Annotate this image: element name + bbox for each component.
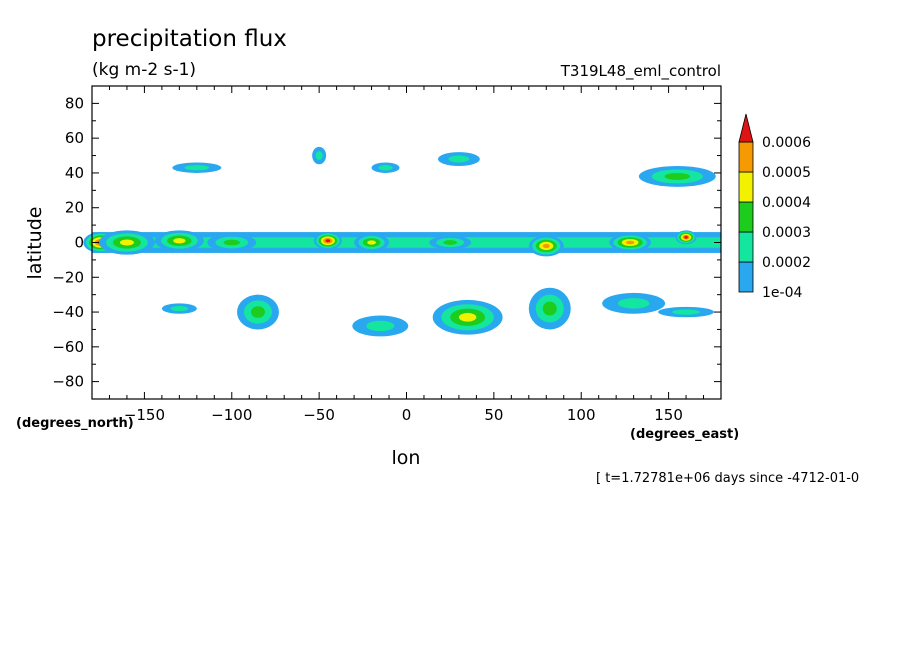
precip-feature-4-level-5 (325, 239, 331, 243)
colorbar-label: 0.0006 (762, 135, 811, 151)
chart-title: precipitation flux (92, 26, 287, 52)
precip-feature-2-level-3 (173, 238, 186, 244)
precip-feature-5-level-3 (367, 240, 376, 245)
y-tick-label: −80 (52, 373, 84, 391)
y-tick-label: 0 (74, 234, 84, 252)
precip-feature-6-level-2 (443, 240, 458, 245)
y-tick-label: −60 (52, 338, 84, 356)
plot-frame (91, 85, 722, 400)
precip-feature-11-level-1 (315, 151, 323, 160)
colorbar-label: 0.0002 (762, 255, 811, 271)
itcz-core (92, 237, 721, 248)
precip-feature-3-level-2 (223, 239, 240, 246)
x-axis-label: lon (392, 447, 421, 469)
x-tick-label: −100 (211, 406, 252, 424)
precip-feature-19-level-1 (617, 298, 650, 309)
precip-feature-13-level-1 (448, 155, 470, 163)
x-tick-label: 100 (567, 406, 596, 424)
precip-feature-9-level-5 (684, 235, 688, 239)
x-tick-label: −50 (303, 406, 335, 424)
y-tick-label: 40 (65, 164, 84, 182)
x-tick-label: 0 (402, 406, 412, 424)
time-note: [ t=1.72781e+06 days since -4712-01-0 (596, 471, 859, 486)
precip-feature-17-level-3 (458, 312, 477, 322)
colorbar-label: 1e-04 (762, 285, 802, 301)
y-units-label: (degrees_north) (16, 416, 134, 431)
precip-feature-18-level-2 (542, 301, 557, 316)
axis-ticks: −150 −100 −50 0 50 100 150 80 60 40 20 0 −20 −40 −60 −8… (52, 85, 721, 424)
y-axis-label: latitude (24, 207, 46, 280)
precip-feature-16-level-1 (366, 320, 395, 332)
colorbar-label: 0.0004 (762, 195, 811, 211)
colorbar-swatch-1 (738, 231, 754, 263)
x-tick-label: 150 (654, 406, 683, 424)
x-tick-label: −150 (124, 406, 165, 424)
colorbar-max-arrow (738, 113, 754, 143)
precip-feature-20-level-1 (170, 305, 189, 312)
precip-feature-14-level-2 (664, 172, 691, 180)
colorbar-label: 0.0003 (762, 225, 811, 241)
precip-feature-10-level-1 (184, 165, 210, 171)
colorbar-swatch-0 (738, 261, 754, 293)
precip-feature-8-level-4 (625, 240, 635, 245)
precip-feature-15-level-2 (250, 306, 265, 318)
colorbar-swatch-2 (738, 201, 754, 233)
precip-feature-1-level-3 (119, 239, 134, 246)
precipitation-field (83, 146, 721, 337)
y-tick-label: 60 (65, 129, 84, 147)
x-units-label: (degrees_east) (630, 427, 739, 442)
precip-feature-12-level-1 (378, 165, 393, 171)
colorbar: 0.0006 0.0005 0.0004 0.0003 0.0002 1e-04 (738, 113, 811, 301)
chart-units-subtitle: (kg m-2 s-1) (92, 60, 196, 80)
colorbar-swatch-3 (738, 171, 754, 203)
dataset-label: T319L48_eml_control (560, 62, 721, 81)
y-tick-label: 80 (65, 94, 84, 112)
colorbar-swatch-4 (738, 141, 754, 173)
precip-feature-21-level-1 (672, 309, 701, 315)
colorbar-label: 0.0005 (762, 165, 811, 181)
y-tick-label: 20 (65, 199, 84, 217)
x-tick-label: 50 (484, 406, 503, 424)
y-tick-label: −40 (52, 303, 84, 321)
precip-feature-7-level-4 (542, 243, 550, 249)
y-tick-label: −20 (52, 268, 84, 286)
